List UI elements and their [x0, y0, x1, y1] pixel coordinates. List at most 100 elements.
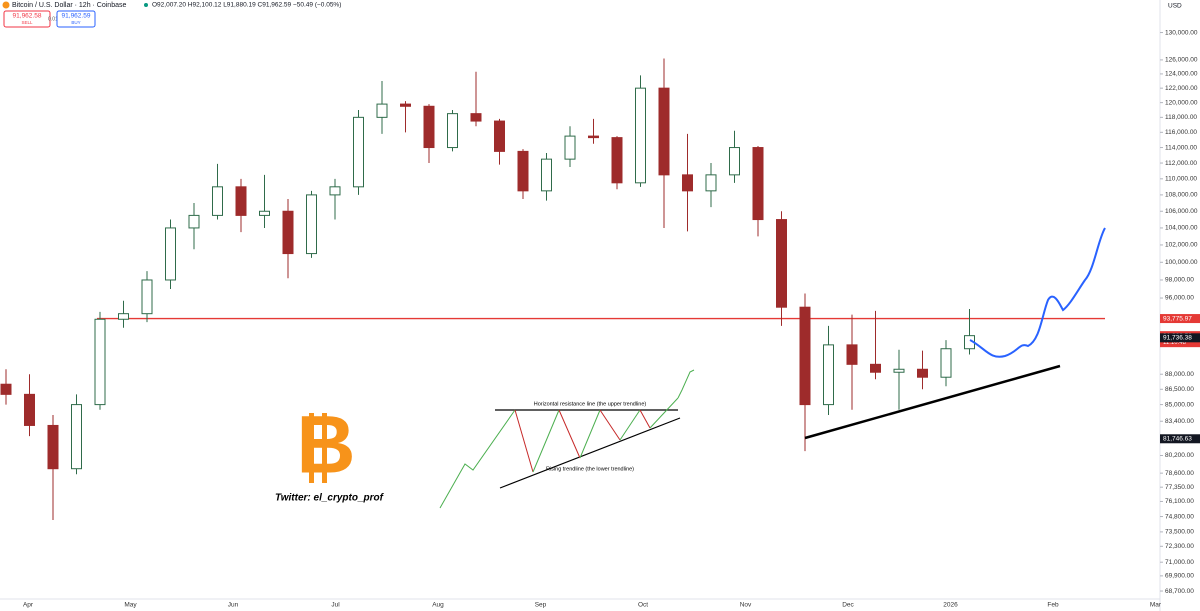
y-tick-label: 126,000.00 — [1165, 57, 1198, 64]
candle-body — [658, 87, 670, 176]
symbol: Bitcoin / U.S. Dollar · 12h · Coinbase — [12, 2, 126, 9]
y-tick-label: 108,000.00 — [1165, 192, 1198, 199]
x-tick-label: Jun — [228, 602, 239, 609]
y-tick-label: 69,900.00 — [1165, 573, 1194, 580]
inset-path — [579, 409, 601, 459]
candle-body — [235, 186, 247, 216]
x-tick-label: Dec — [842, 602, 854, 609]
y-tick-label: 98,000.00 — [1165, 277, 1194, 284]
price-label-box — [1160, 333, 1200, 343]
y-tick-label: 130,000.00 — [1165, 29, 1198, 36]
candle-body — [705, 174, 717, 192]
sell-price: 91,962.58 — [13, 13, 42, 20]
y-tick-label: 72,300.00 — [1165, 543, 1194, 550]
inset-lower-label: Rising trendline (the lower trendline) — [546, 466, 634, 472]
inset-path — [677, 369, 695, 399]
x-tick-label: Nov — [740, 602, 752, 609]
candle-body — [306, 194, 317, 255]
inset-path — [558, 409, 581, 459]
inset-path — [439, 409, 516, 509]
candle-body — [752, 147, 764, 221]
candle-body — [165, 227, 176, 281]
inset-path — [639, 409, 651, 429]
y-tick-label: 88,000.00 — [1165, 371, 1194, 378]
y-tick-label: 74,800.00 — [1165, 513, 1194, 520]
buy-label: BUY — [71, 20, 80, 25]
y-tick-label: 83,400.00 — [1165, 418, 1194, 425]
candle-body — [799, 306, 811, 406]
candle-body — [94, 318, 106, 406]
inset-support — [499, 417, 681, 489]
y-tick-label: 73,500.00 — [1165, 529, 1194, 536]
logo-bar — [322, 413, 327, 483]
price-label-box — [1160, 434, 1200, 444]
ohlc: O92,007.20 H92,100.12 L91,880.19 C91,962… — [152, 2, 341, 9]
logo-glyph: B — [296, 400, 355, 491]
y-tick-label: 76,100.00 — [1165, 498, 1194, 505]
x-tick-label: Sep — [535, 602, 547, 609]
y-tick-label: 77,350.00 — [1165, 484, 1194, 491]
candle-body — [470, 113, 482, 122]
projection-path — [969, 227, 1106, 358]
candle-body — [541, 158, 552, 192]
y-tick-label: 124,000.00 — [1165, 71, 1198, 78]
candle-body — [823, 344, 834, 406]
candle-body — [71, 404, 82, 470]
countdown: 11:10:48 — [1163, 340, 1187, 346]
candle-body — [0, 383, 12, 395]
candle-body — [447, 113, 458, 149]
candle-body — [494, 120, 505, 152]
candle-body — [400, 103, 411, 107]
x-tick-label: Mar — [1150, 602, 1162, 609]
candle-body — [282, 210, 294, 255]
candle-body — [376, 103, 388, 118]
sell-button[interactable] — [3, 10, 51, 28]
currency: USD — [1168, 3, 1182, 10]
candle-body — [329, 186, 341, 196]
x-tick-label: May — [124, 602, 137, 609]
sell-label: SELL — [21, 20, 33, 25]
candle-body — [870, 363, 881, 373]
y-tick-label: 118,000.00 — [1165, 114, 1197, 121]
y-tick-label: 80,200.00 — [1165, 452, 1194, 459]
y-tick-label: 106,000.00 — [1165, 208, 1198, 215]
inset-path — [532, 409, 560, 473]
candle-body — [564, 135, 576, 160]
y-tick-label: 102,000.00 — [1165, 242, 1198, 249]
candle-body — [118, 313, 129, 320]
candle-body — [141, 279, 153, 315]
support-trendline — [804, 364, 1061, 440]
y-tick-label: 68,700.00 — [1165, 588, 1194, 595]
inset-path — [619, 409, 641, 441]
plot: 130,000.00 126,000.00 124,000.00 122,000.00… — [0, 29, 1198, 609]
y-tick-label: 86,500.00 — [1165, 386, 1194, 393]
buy-button[interactable] — [56, 10, 96, 28]
y-tick-label: 120,000.00 — [1165, 99, 1198, 106]
x-tick-label: Feb — [1047, 602, 1059, 609]
buy-price: 91,962.59 — [62, 13, 91, 20]
spread: 0.01 — [48, 16, 58, 22]
logo-bar — [309, 413, 314, 483]
y-tick-label: 114,000.00 — [1165, 144, 1197, 151]
y-tick-label: 78,600.00 — [1165, 470, 1194, 477]
y-tick-label: 122,000.00 — [1165, 85, 1198, 92]
candle-body — [682, 174, 693, 192]
y-tick-label: 100,000.00 — [1165, 259, 1198, 266]
symbol-icon — [2, 1, 10, 9]
candle-body — [776, 219, 787, 308]
price-label-box — [1160, 314, 1200, 324]
inset-path — [649, 397, 679, 429]
bitcoin-logo: B — [296, 400, 355, 491]
y-tick-label: 85,000.00 — [1165, 401, 1194, 408]
candle-body — [353, 116, 364, 188]
x-tick-label: Apr — [23, 602, 34, 609]
price-label: 91,736.38 — [1163, 335, 1192, 342]
x-tick-label: Aug — [432, 602, 444, 609]
candle-body — [588, 135, 599, 139]
status-dot — [144, 3, 148, 7]
price-label: 81,746.63 — [1163, 435, 1192, 442]
y-tick-label: 104,000.00 — [1165, 225, 1198, 232]
x-tick-label: Jul — [331, 602, 340, 609]
candle-body — [729, 147, 740, 176]
